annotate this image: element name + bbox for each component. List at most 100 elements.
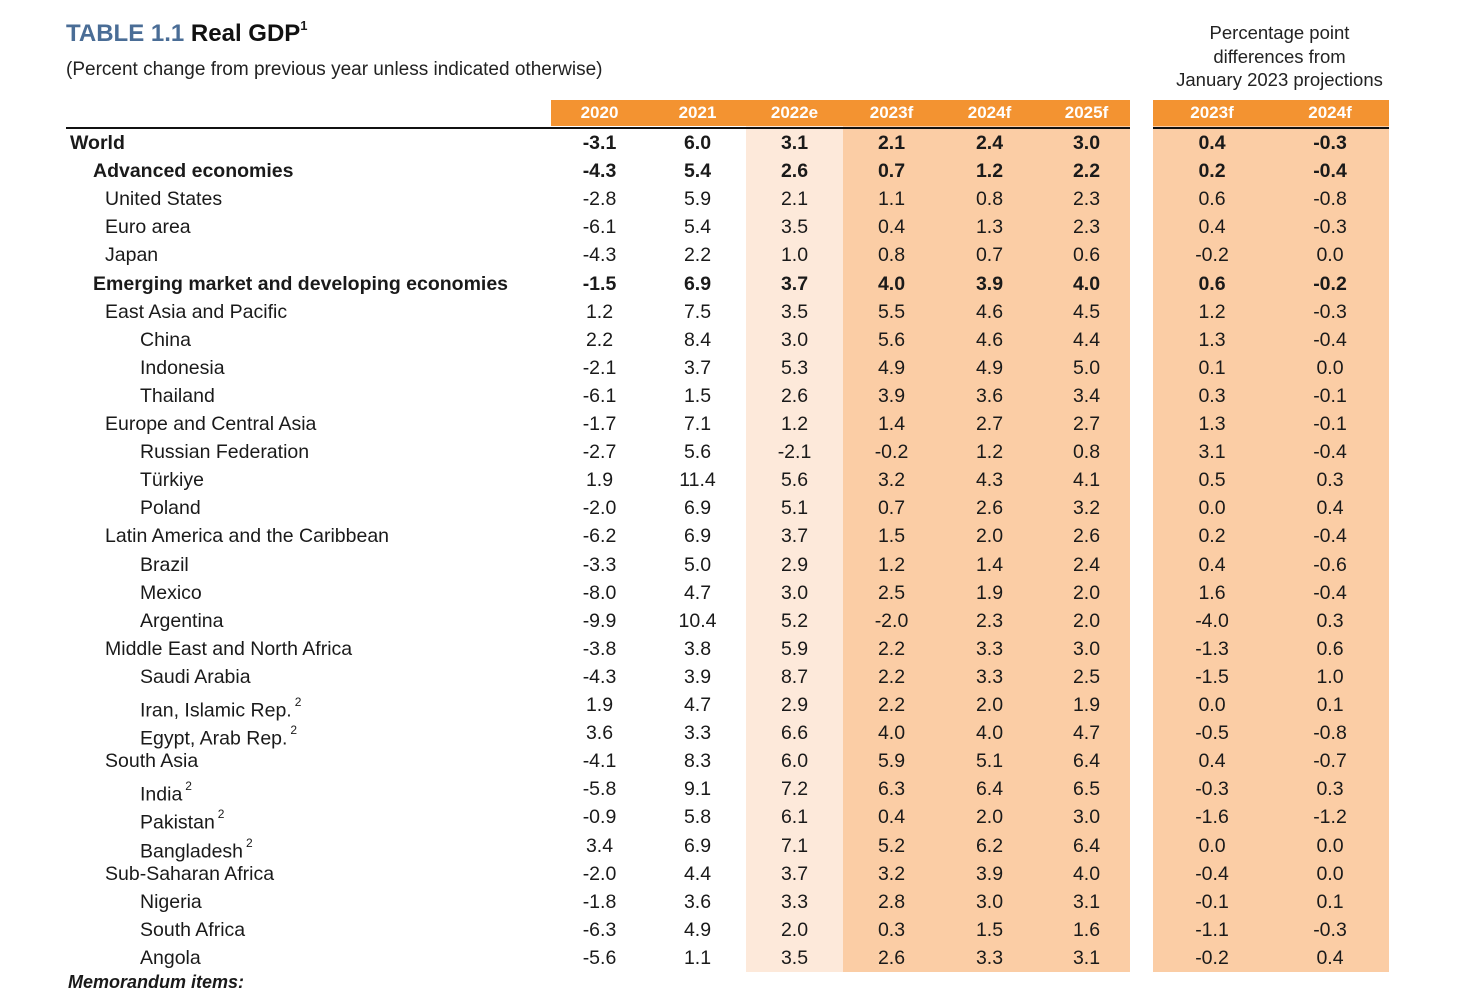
diff-cell-2024f: 0.1 — [1316, 694, 1344, 716]
table-row: East Asia and Pacific 1.2 7.5 3.5 5.5 4.6 4.5 1… — [0, 298, 1462, 326]
cell-2022e: 6.1 — [780, 806, 809, 829]
cell-2022e: 3.0 — [780, 581, 809, 604]
row-label-text: Bangladesh — [140, 840, 244, 862]
row-label: Türkiye — [140, 466, 204, 494]
row-label-text: Angola — [140, 946, 201, 969]
cell-2025f: 0.6 — [1072, 244, 1101, 267]
table-row: Saudi Arabia -4.3 3.9 8.7 2.2 3.3 2.5 -1.5 1.0 — [0, 663, 1462, 691]
row-label: South Asia — [105, 747, 198, 775]
row-label: Japan — [105, 241, 158, 269]
diff-cell-2024f: -0.4 — [1313, 441, 1347, 464]
cell-2021: 10.4 — [678, 609, 717, 632]
cell-2021: 1.5 — [683, 384, 712, 407]
row-label-text: Latin America and the Caribbean — [105, 525, 390, 548]
cell-2022e: -2.1 — [777, 441, 812, 464]
row-label-text: Argentina — [140, 609, 224, 632]
cell-2022e: 6.6 — [780, 722, 809, 745]
diff-cell-2023f: 0.4 — [1198, 216, 1226, 239]
cell-2025f: 2.0 — [1072, 609, 1101, 632]
row-label-text: East Asia and Pacific — [105, 300, 288, 323]
cell-2024f: 2.6 — [975, 497, 1004, 520]
row-label: Egypt, Arab Rep. 2 — [140, 719, 297, 750]
cell-2021: 7.1 — [683, 413, 712, 435]
table-row: Nigeria -1.8 3.6 3.3 2.8 3.0 3.1 -0.1 0.1 — [0, 888, 1462, 916]
cell-2025f: 0.8 — [1072, 441, 1101, 464]
cell-2022e: 2.1 — [780, 188, 809, 211]
diff-cell-2024f: -0.8 — [1313, 188, 1347, 211]
cell-2023f: 2.2 — [877, 665, 906, 688]
diff-cell-2023f: 0.6 — [1198, 272, 1226, 295]
diff-header-rule — [1153, 127, 1389, 129]
diff-cell-2024f: 0.4 — [1316, 946, 1344, 969]
diff-column-header-2024f: 2024f — [1308, 103, 1352, 122]
table-row: Sub-Saharan Africa -2.0 4.4 3.7 3.2 3.9 4.0 -0.… — [0, 860, 1462, 888]
column-header-2021: 2021 — [678, 103, 717, 122]
cell-2021: 6.0 — [683, 132, 712, 154]
cell-2023f: -2.0 — [874, 609, 909, 632]
row-label: Bangladesh 2 — [140, 832, 253, 863]
row-label: Angola — [140, 944, 201, 972]
diff-cell-2023f: 0.1 — [1198, 356, 1226, 379]
cell-2021: 5.0 — [683, 553, 712, 576]
row-label: Euro area — [105, 213, 191, 241]
cell-2020: -4.3 — [582, 160, 617, 183]
cell-2025f: 3.1 — [1072, 946, 1101, 969]
cell-2022e: 5.3 — [780, 356, 809, 379]
cell-2025f: 4.5 — [1072, 300, 1101, 323]
table-row: Brazil -3.3 5.0 2.9 1.2 1.4 2.4 0.4 -0.6 — [0, 551, 1462, 579]
diff-header-line: differences from — [1213, 45, 1346, 67]
row-label-text: Euro area — [105, 216, 191, 239]
cell-2022e: 3.0 — [780, 328, 809, 351]
diff-cell-2024f: 0.0 — [1316, 356, 1344, 379]
cell-2020: -1.5 — [582, 272, 617, 295]
cell-2022e: 3.5 — [780, 216, 809, 239]
column-header-2025f: 2025f — [1064, 103, 1109, 122]
diff-cell-2023f: 0.0 — [1198, 834, 1226, 857]
cell-2025f: 4.1 — [1072, 469, 1101, 492]
cell-2024f: 4.9 — [975, 356, 1004, 379]
cell-2023f: 0.7 — [877, 160, 906, 183]
row-label: Advanced economies — [93, 157, 293, 185]
cell-2021: 3.9 — [683, 665, 712, 688]
footnote-marker: 2 — [217, 807, 225, 822]
cell-2022e: 3.7 — [780, 862, 809, 885]
cell-2020: 1.9 — [585, 469, 614, 492]
diff-cell-2023f: -0.5 — [1195, 722, 1229, 745]
diff-cell-2023f: 3.1 — [1198, 441, 1226, 464]
row-label: United States — [105, 185, 222, 213]
cell-2025f: 4.4 — [1072, 328, 1101, 351]
table-row: Bangladesh 2 3.4 6.9 7.1 5.2 6.2 6.4 0.0 0.0 — [0, 832, 1462, 863]
cell-2022e: 7.1 — [780, 834, 809, 857]
diff-cell-2024f: -0.4 — [1313, 581, 1347, 604]
cell-2022e: 3.1 — [780, 132, 809, 154]
row-label-text: Mexico — [140, 581, 202, 604]
table-row: Poland -2.0 6.9 5.1 0.7 2.6 3.2 0.0 0.4 — [0, 494, 1462, 522]
diff-cell-2023f: -4.0 — [1195, 609, 1229, 632]
column-header-2023f: 2023f — [869, 103, 914, 122]
cell-2021: 6.9 — [683, 525, 712, 548]
row-label: South Africa — [140, 916, 245, 944]
cell-2024f: 2.4 — [975, 132, 1004, 154]
cell-2024f: 3.3 — [975, 637, 1004, 660]
cell-2025f: 2.3 — [1072, 216, 1101, 239]
cell-2022e: 5.2 — [780, 609, 809, 632]
cell-2025f: 3.4 — [1072, 384, 1101, 407]
cell-2020: -4.3 — [582, 665, 617, 688]
cell-2025f: 2.5 — [1072, 665, 1101, 688]
diff-cell-2024f: -0.1 — [1313, 413, 1347, 435]
cell-2025f: 3.2 — [1072, 497, 1101, 520]
cell-2023f: 2.2 — [877, 637, 906, 660]
cell-2023f: 2.8 — [877, 890, 906, 913]
cell-2024f: 1.4 — [975, 553, 1004, 576]
row-label-text: South Asia — [105, 750, 199, 773]
cell-2020: -3.8 — [582, 637, 617, 660]
cell-2021: 5.6 — [683, 441, 712, 464]
cell-2025f: 1.6 — [1072, 918, 1101, 941]
cell-2023f: 3.2 — [877, 862, 906, 885]
cell-2020: -6.2 — [582, 525, 617, 548]
row-label: China — [140, 326, 191, 354]
footnote-marker: 2 — [294, 695, 302, 709]
table-row: Advanced economies -4.3 5.4 2.6 0.7 1.2 2.2 0.2… — [0, 157, 1462, 185]
cell-2021: 11.4 — [679, 469, 716, 492]
table-subtitle: (Percent change from previous year unles… — [66, 59, 603, 80]
